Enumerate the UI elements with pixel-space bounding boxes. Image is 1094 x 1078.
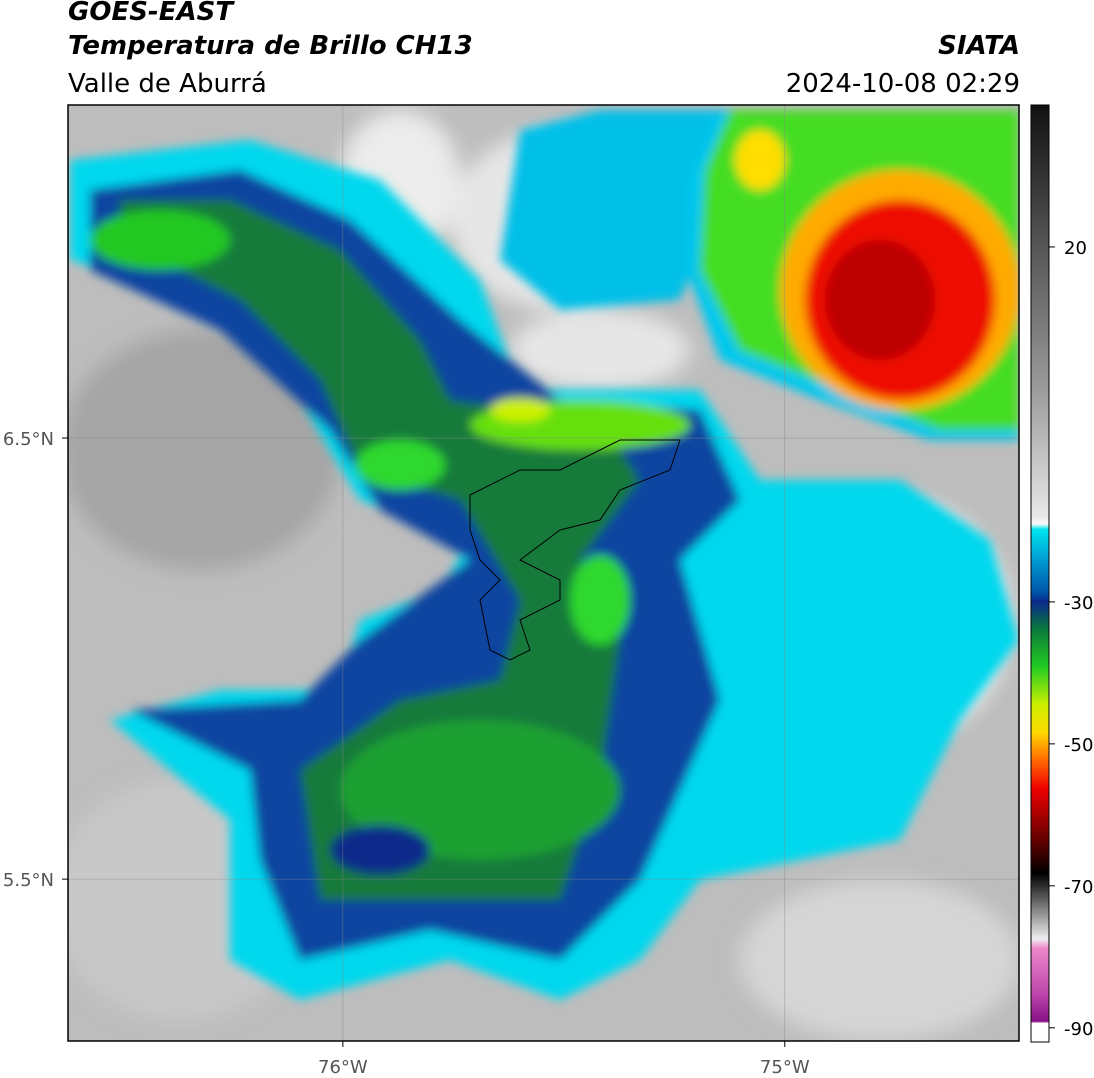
satellite-title: GOES-EAST [68,0,235,27]
colorbar-tick-label: -70 [1064,877,1093,898]
x-tick-label: 75°W [760,1057,810,1078]
satellite-image [68,105,1019,1041]
timestamp-label: 2024-10-08 02:29 [786,69,1020,99]
y-tick-label: 6.5°N [3,429,54,450]
colorbar-tick-label: -50 [1064,735,1093,756]
graticule: 76°W 75°W 6.5°N 5.5°N [3,105,1019,1078]
colorbar-tick-label: 20 [1064,238,1087,259]
colorbar [1030,104,1050,1043]
region-label: Valle de Aburrá [68,69,267,99]
y-tick-label: 5.5°N [3,870,54,891]
colorbar-tick-label: -30 [1064,593,1093,614]
x-tick-label: 76°W [318,1057,368,1078]
colorbar-ticks: 20 -30 -50 -70 -90 [1049,238,1093,1040]
product-title: Temperatura de Brillo CH13 [68,31,473,61]
colorbar-tick-label: -90 [1064,1019,1093,1040]
map-frame [67,104,1020,1042]
institution-label: SIATA [938,31,1020,61]
